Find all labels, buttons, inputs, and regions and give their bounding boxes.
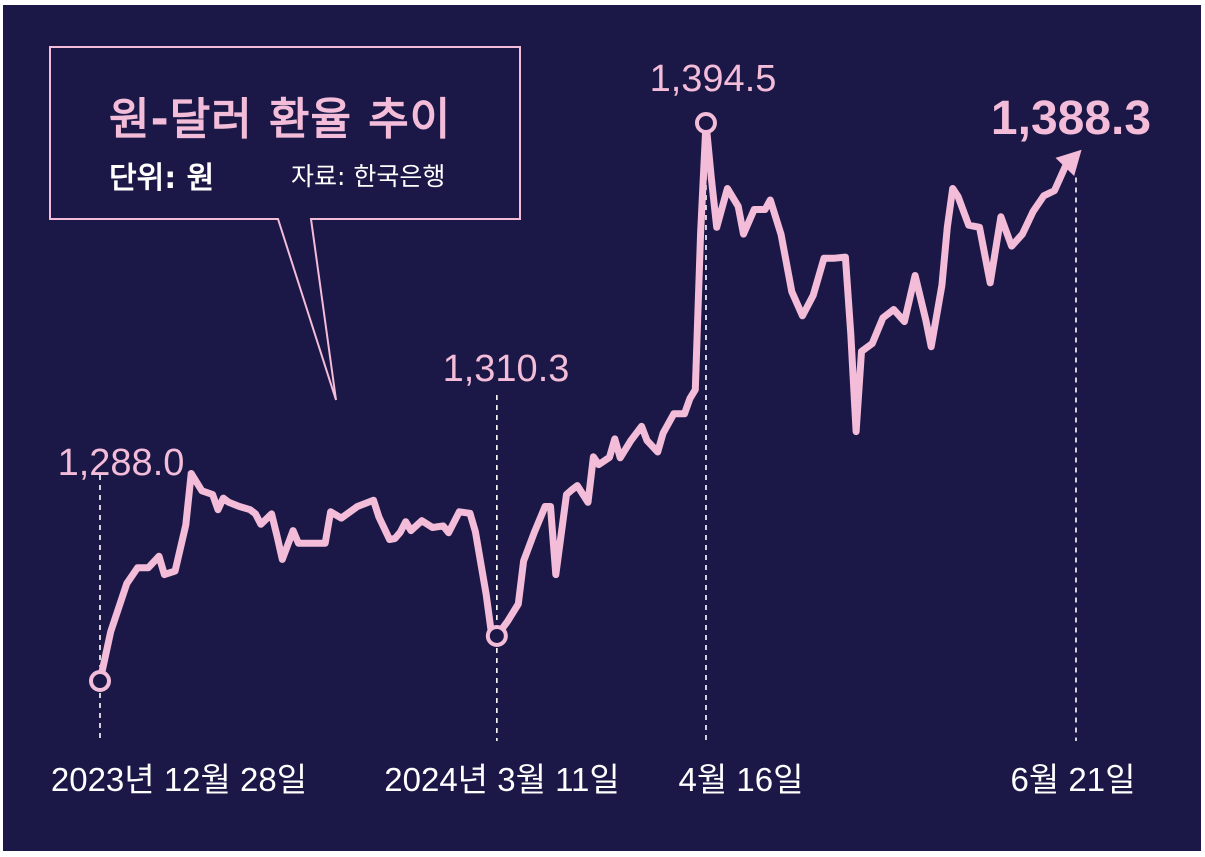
chart-frame: 원-달러 환율 추이 단위: 원 자료: 한국은행 1,288.0 1,310.… <box>3 5 1201 851</box>
data-point-marker-2 <box>694 112 717 134</box>
date-label-end: 6월 21일 <box>1010 761 1136 798</box>
date-label-high: 4월 16일 <box>678 761 804 798</box>
chart-source: 자료: 한국은행 <box>291 162 446 191</box>
title-callout-box <box>49 46 521 401</box>
value-label-low: 1,310.3 <box>442 348 570 390</box>
trend-arrow-icon <box>1055 149 1082 177</box>
value-label-end: 1,388.3 <box>990 92 1152 145</box>
chart-unit: 단위: 원 <box>109 161 215 196</box>
exchange-rate-line <box>96 119 1080 685</box>
exchange-rate-chart <box>49 46 1082 741</box>
value-label-high: 1,394.5 <box>649 58 777 100</box>
data-point-marker-0 <box>89 670 111 692</box>
title-box: 원-달러 환율 추이 단위: 원 자료: 한국은행 <box>53 47 520 219</box>
chart-title: 원-달러 환율 추이 <box>109 94 452 145</box>
data-point-marker-1 <box>485 624 508 647</box>
date-label-start: 2023년 12월 28일 <box>50 761 308 798</box>
value-label-start: 1,288.0 <box>57 442 185 484</box>
date-label-low: 2024년 3월 11일 <box>384 761 620 798</box>
